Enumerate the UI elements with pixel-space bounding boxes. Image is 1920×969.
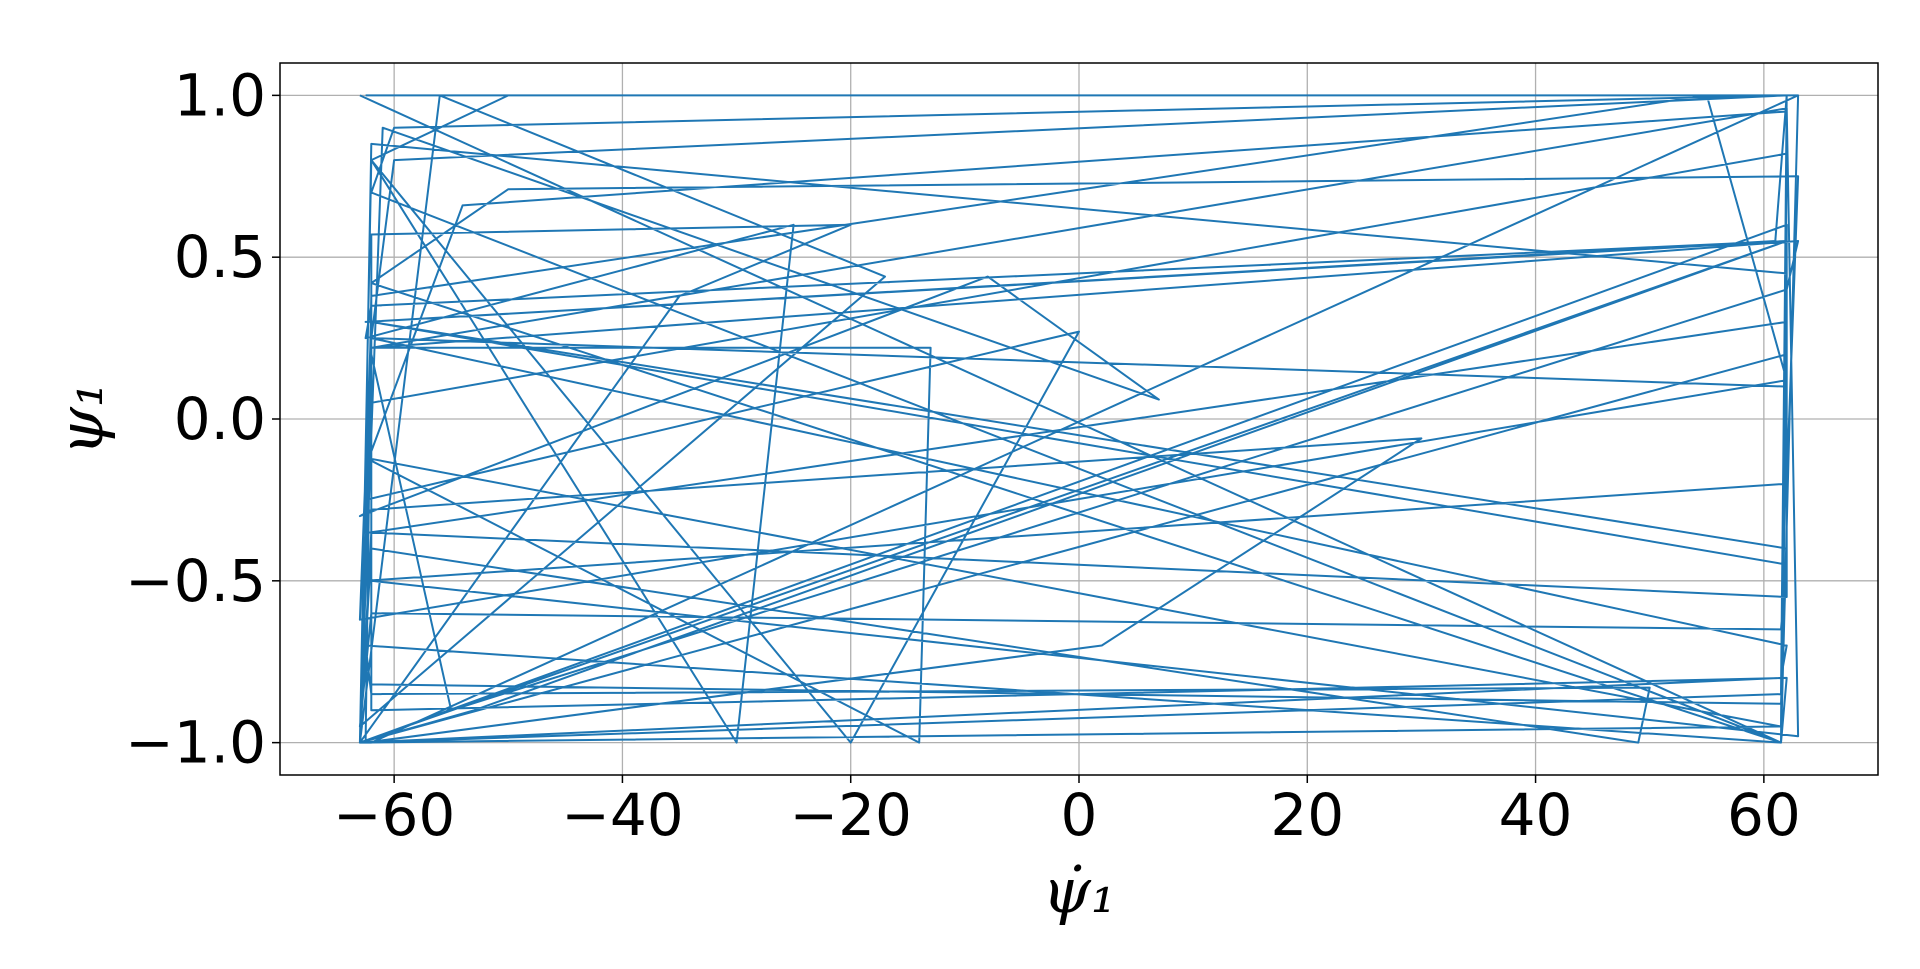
y-tick-label: 0.5 bbox=[174, 223, 266, 291]
y-tick-label: −1.0 bbox=[125, 709, 266, 777]
grid-lines bbox=[280, 63, 1878, 775]
series-line bbox=[358, 94, 1800, 744]
y-tick-label: 1.0 bbox=[174, 61, 266, 129]
x-tick-label: 0 bbox=[1061, 781, 1098, 849]
x-tick-label: 40 bbox=[1499, 781, 1573, 849]
x-tick-label: 20 bbox=[1270, 781, 1344, 849]
x-tick-label: −20 bbox=[790, 781, 912, 849]
plot-area bbox=[358, 94, 1800, 744]
x-axis-label: ψ̇₁ bbox=[1042, 854, 1115, 927]
y-tick-label: 0.0 bbox=[174, 385, 266, 453]
y-axis-label: ψ₁ bbox=[44, 382, 117, 455]
x-tick-label: −60 bbox=[333, 781, 455, 849]
y-tick-label: −0.5 bbox=[125, 547, 266, 615]
x-tick-label: −40 bbox=[561, 781, 683, 849]
x-tick-label: 60 bbox=[1727, 781, 1801, 849]
y-axis-ticks: 1.0 0.5 0.0 −0.5 −1.0 bbox=[125, 61, 280, 777]
x-axis-ticks: −60 −40 −20 0 20 40 60 bbox=[333, 775, 1801, 849]
